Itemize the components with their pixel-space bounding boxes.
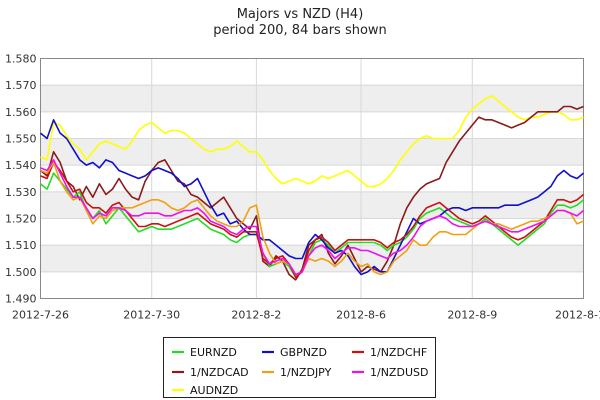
legend-label-1nzdcad: 1/NZDCAD [190,366,249,379]
y-tick-label: 1.510 [5,239,37,252]
y-tick-label: 1.550 [5,133,37,146]
legend: EURNZD GBPNZD 1/NZDCHF 1/NZDCAD 1/NZDJPY 1/NZ… [163,337,436,398]
y-tick-label: 1.520 [5,213,37,226]
y-tick-label: 1.540 [5,159,37,172]
legend-label-gbpnzd: GBPNZD [280,346,327,359]
series-lines [39,95,585,281]
legend-box [163,337,436,398]
plot-band [40,85,584,112]
y-tick-label: 1.490 [5,293,37,306]
series-line-1nzdchf [40,161,585,278]
legend-label-eurnzd: EURNZD [190,346,237,359]
y-axis: 1.490 1.500 1.510 1.520 1.530 1.540 1.550 1.560… [5,53,37,306]
legend-label-1nzdchf: 1/NZDCHF [370,346,427,359]
series-line-1nzdusd [40,159,585,276]
x-tick-label: 2012-8-6 [336,309,386,322]
series-line-audnzd [40,95,584,188]
x-tick-label: 2012-7-30 [123,309,180,322]
legend-label-1nzdjpy: 1/NZDJPY [280,366,332,379]
y-tick-label: 1.580 [5,53,37,66]
x-tick-label: 2012-8-9 [447,309,497,322]
y-tick-label: 1.530 [5,186,37,199]
legend-label-1nzdusd: 1/NZDUSD [370,366,428,379]
plot-area-border [40,58,584,299]
series-line-1nzdcad [39,105,584,281]
series-line-gbpnzd [39,119,585,276]
x-axis: 2012-7-26 2012-7-30 2012-8-2 2012-8-6 2012-8… [12,309,600,322]
x-tick-label: 2012-8-2 [231,309,281,322]
chart-title: Majors vs NZD (H4) [237,7,364,22]
x-tick-label: 2012-7-26 [12,309,69,322]
y-tick-label: 1.500 [5,266,37,279]
legend-label-audnzd: AUDNZD [190,384,238,397]
y-tick-label: 1.570 [5,79,37,92]
y-tick-label: 1.560 [5,106,37,119]
plot-band [40,138,584,166]
chart-subtitle: period 200, 84 bars shown [213,23,387,38]
x-tick-label: 2012-8-13 [555,309,600,322]
